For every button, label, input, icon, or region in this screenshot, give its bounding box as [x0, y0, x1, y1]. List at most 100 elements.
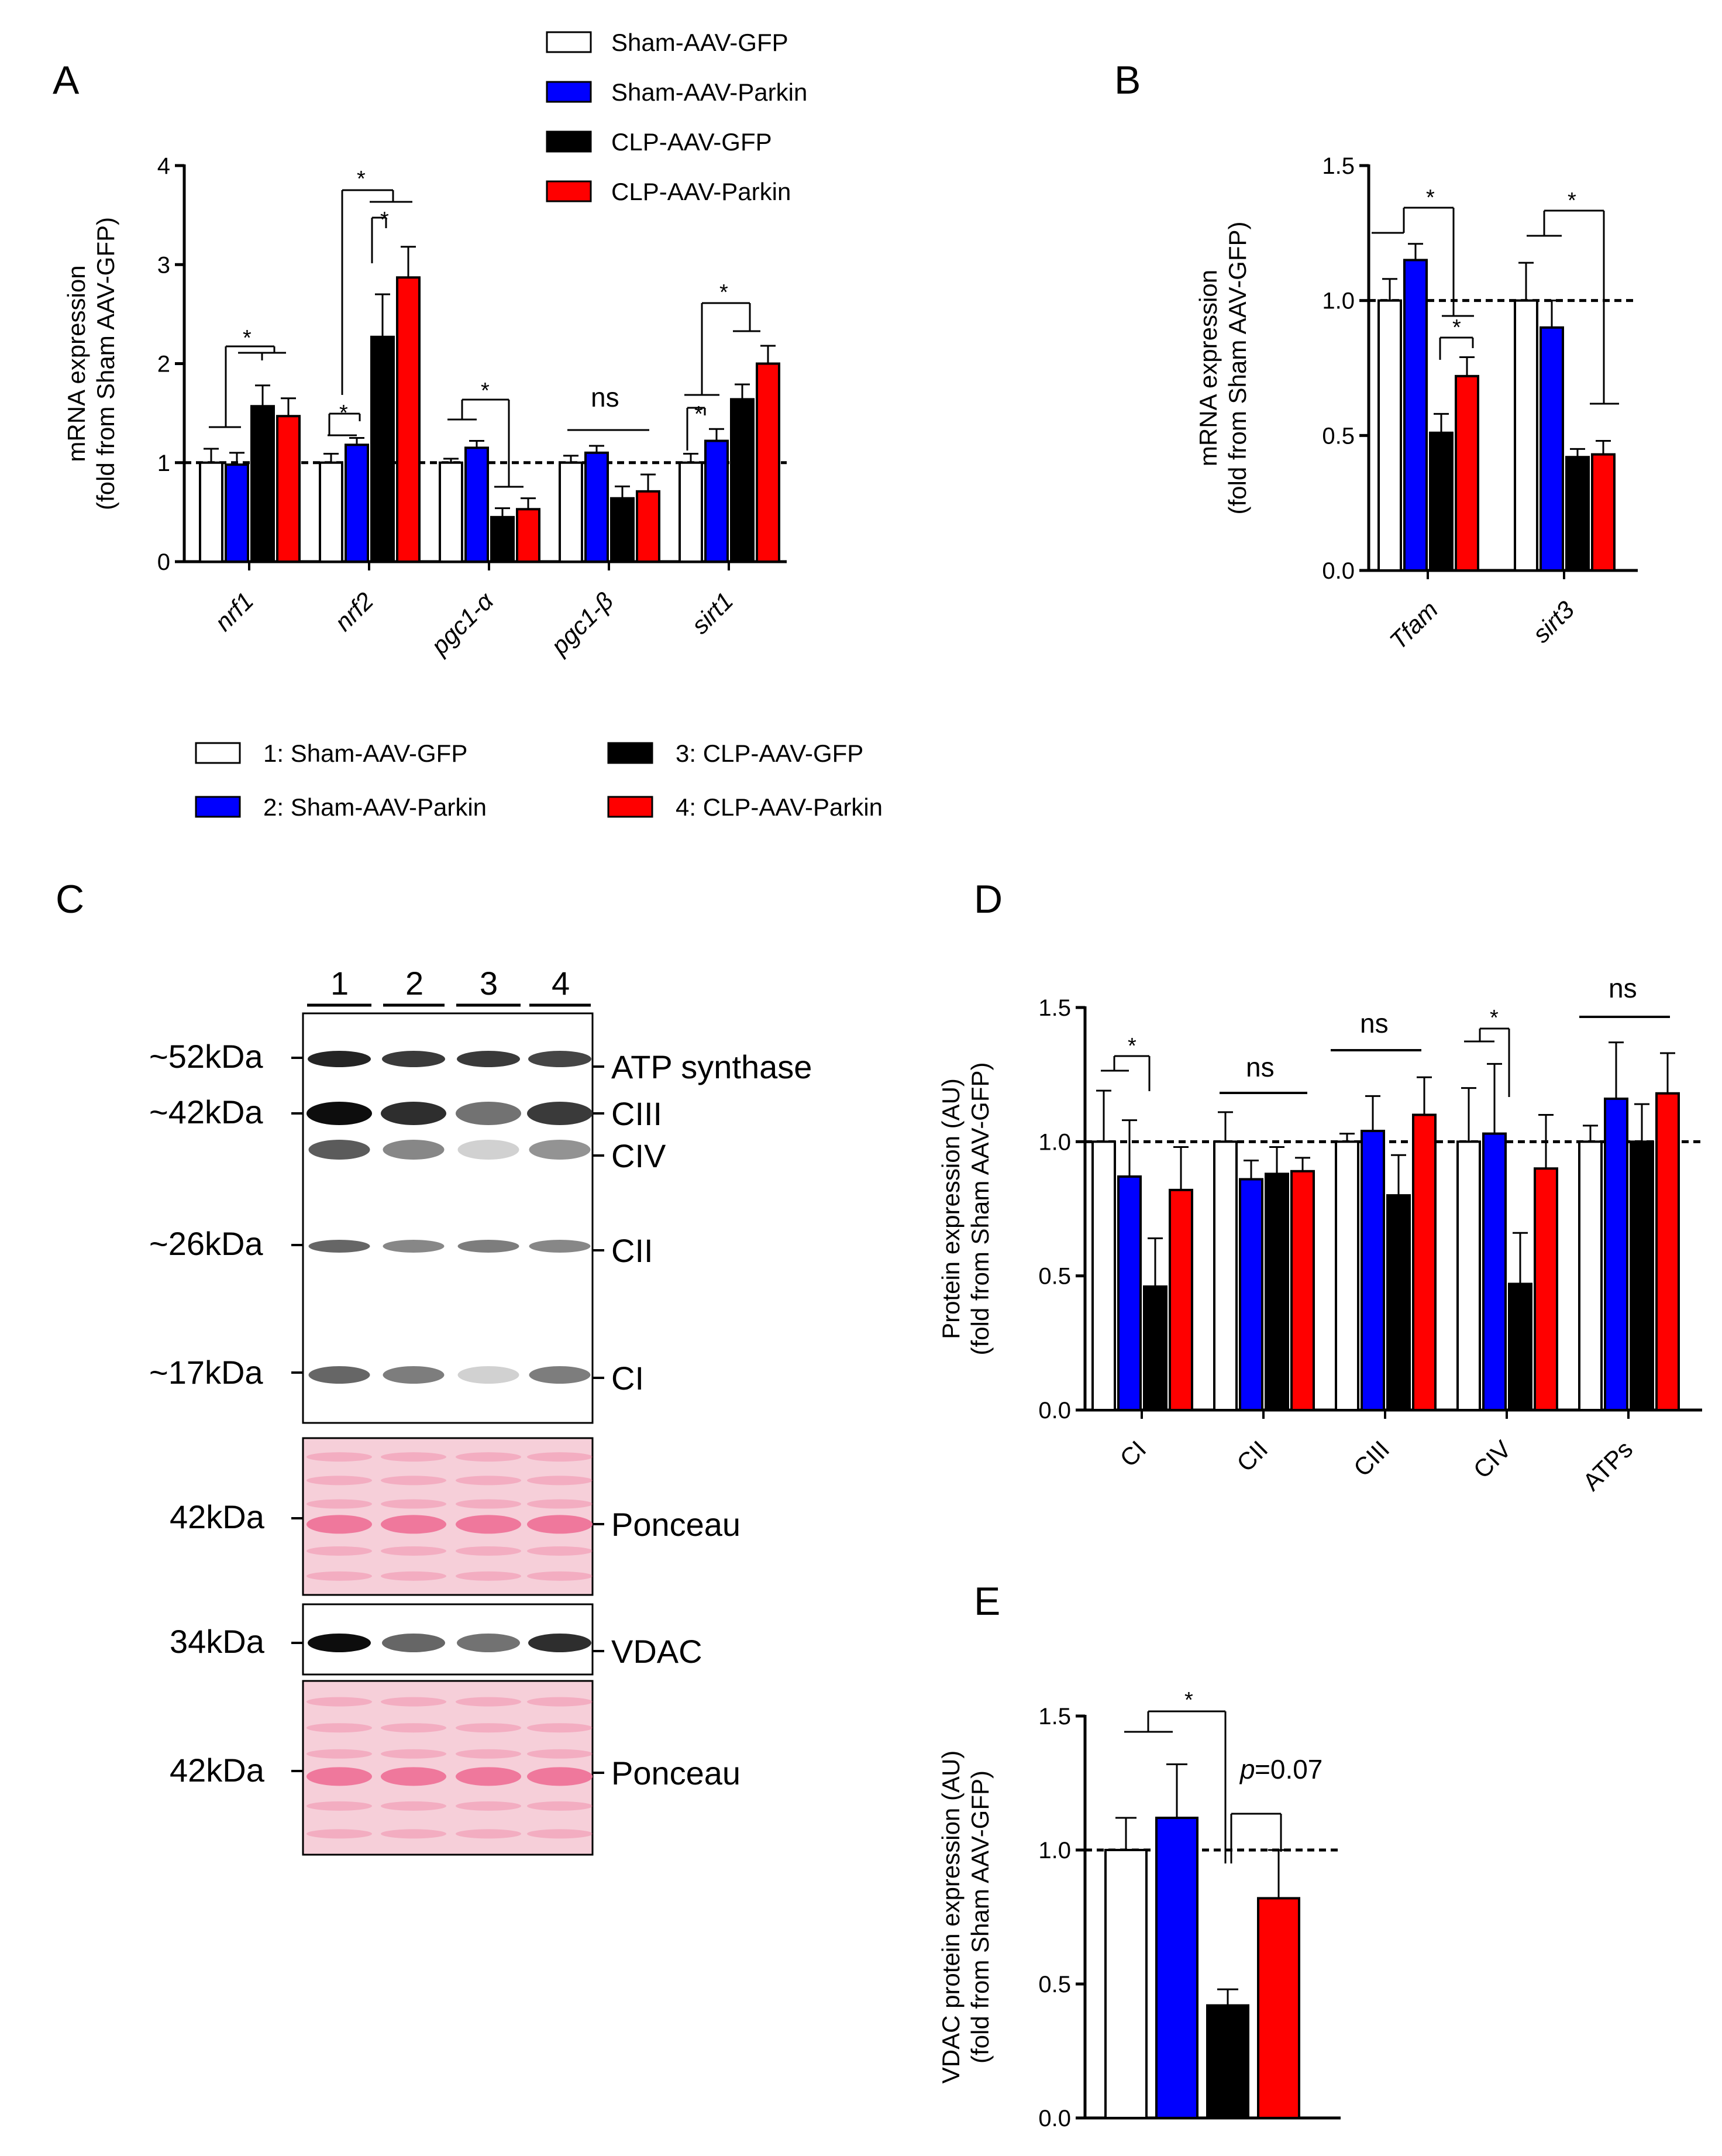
ponceau-band — [527, 1546, 593, 1556]
band-ciii-lane — [527, 1102, 593, 1125]
chart-a: 0 1 2 3 4 mRNA expression (fold from Sham AAV-… — [63, 153, 787, 661]
y-tick-label: 2 — [157, 352, 170, 377]
annotations-a — [209, 189, 760, 488]
mw-34: 34kDa — [170, 1623, 265, 1660]
category-label: CIV — [1468, 1435, 1517, 1484]
ponceau-1-bands — [306, 1452, 593, 1581]
sig-a-nrf2-2: * — [357, 167, 366, 191]
legend-top-label-4: CLP-AAV-Parkin — [611, 178, 791, 205]
sig-b-tfam-2: * — [1452, 315, 1461, 340]
y-tick-label: 1.5 — [1322, 153, 1355, 179]
ponceau-band — [306, 1571, 372, 1581]
band-vdac-lane — [457, 1634, 520, 1652]
bar-a-4-1 — [704, 439, 729, 563]
ponceau-band — [381, 1571, 446, 1581]
sig-d-ciii: ns — [1360, 1008, 1389, 1039]
ponceau-band — [381, 1546, 446, 1556]
bar-a-3-0 — [559, 461, 583, 563]
y-tick-label: 1.0 — [1038, 1838, 1071, 1863]
ponceau-band — [527, 1697, 593, 1707]
bar-d-1-0 — [1213, 1140, 1238, 1412]
sig-e-1: * — [1184, 1688, 1193, 1713]
bar-d-3-0 — [1456, 1140, 1481, 1412]
band-vdac: VDAC — [611, 1633, 702, 1670]
ponceau-band — [527, 1476, 593, 1486]
ponceau-band — [527, 1829, 593, 1839]
bar-d-1-2 — [1265, 1172, 1289, 1411]
y-axis-title: (fold from Sham AAV-GFP) — [92, 217, 119, 510]
band-ciii-lane — [306, 1102, 372, 1125]
sig-a-nrf2-3: * — [380, 208, 389, 232]
band-cii-lane — [308, 1240, 370, 1253]
ponceau-band — [527, 1801, 593, 1811]
bar-a-1-3 — [396, 276, 421, 563]
bar-clp-aav-parkin — [1257, 1897, 1300, 2119]
band-cii-lane — [383, 1240, 445, 1253]
bar-b-1-3 — [1591, 453, 1616, 572]
ponceau-band — [306, 1697, 372, 1707]
y-tick-label: 0.0 — [1038, 2106, 1071, 2131]
chart-b: 0.0 0.5 1.0 1.5 mRNA expression (fold from Sh… — [1194, 153, 1638, 655]
band-civ-lane — [529, 1140, 591, 1160]
bar-d-0-3 — [1169, 1188, 1193, 1411]
band-ci-lane — [308, 1366, 370, 1384]
blot-oxphos-frame — [302, 1012, 594, 1424]
y-tick-label: 0.0 — [1322, 558, 1355, 584]
lane-label-1: 1 — [330, 965, 349, 1002]
lane-label-3: 3 — [480, 965, 498, 1002]
ponceau-band — [527, 1499, 593, 1509]
band-civ: CIV — [611, 1137, 666, 1174]
bar-b-0-0 — [1377, 299, 1402, 572]
band-civ-lane — [308, 1140, 370, 1160]
y-axis-title: Protein expression (AU) — [937, 1078, 965, 1339]
bar-d-3-3 — [1534, 1167, 1558, 1411]
band-ponceau-2: Ponceau — [611, 1755, 741, 1791]
mw-42-ponceau: 42kDa — [170, 1498, 265, 1535]
sig-d-atps: ns — [1609, 973, 1637, 1003]
sig-d-civ: * — [1490, 1006, 1499, 1030]
ponceau-band — [527, 1571, 593, 1581]
bar-a-0-0 — [199, 461, 223, 563]
legend-mid-swatch-1 — [195, 742, 241, 764]
bar-d-2-2 — [1386, 1194, 1411, 1411]
band-ci: CI — [611, 1360, 644, 1397]
band-ci-lane — [457, 1366, 519, 1384]
ponceau-band — [527, 1452, 593, 1462]
band-atp-lane — [528, 1051, 591, 1067]
bar-d-3-1 — [1482, 1132, 1507, 1412]
band-ci-lane — [383, 1366, 445, 1384]
band-atp-lane — [382, 1051, 445, 1067]
band-ponceau-1: Ponceau — [611, 1506, 741, 1543]
ponceau-band — [456, 1452, 521, 1462]
bar-sham-aav-parkin — [1155, 1817, 1198, 2120]
ponceau-band — [381, 1499, 446, 1509]
bar-a-2-2 — [490, 515, 515, 563]
chart-d: 0.0 0.5 1.0 1.5 Protein expression (AU) (fold… — [937, 995, 1702, 1496]
y-tick-label: 1.5 — [1038, 995, 1071, 1021]
bar-clp-aav-gfp — [1206, 2004, 1249, 2119]
ponceau-band — [527, 1767, 593, 1786]
panel-label-b: B — [1114, 58, 1141, 102]
ponceau-band — [306, 1546, 372, 1556]
legend-top-swatch-2 — [546, 81, 592, 103]
bar-d-4-3 — [1655, 1092, 1680, 1411]
bar-a-3-1 — [584, 451, 609, 563]
y-tick-label: 1.5 — [1038, 1704, 1071, 1729]
ponceau-band — [456, 1546, 521, 1556]
ponceau-band — [306, 1499, 372, 1509]
legend-mid-label-3: 3: CLP-AAV-GFP — [676, 740, 863, 767]
sig-a-sirt1-1: * — [694, 402, 703, 427]
bar-d-0-2 — [1143, 1285, 1167, 1412]
band-atp-lane — [308, 1051, 371, 1067]
y-tick-label: 4 — [157, 153, 170, 179]
legend-top-label-2: Sham-AAV-Parkin — [611, 78, 807, 106]
ponceau-band — [456, 1749, 521, 1759]
bar-a-1-0 — [319, 461, 343, 563]
ponceau-band — [381, 1767, 446, 1786]
ponceau-band — [306, 1749, 372, 1759]
category-label: sirt1 — [686, 587, 738, 639]
bar-d-0-1 — [1117, 1175, 1142, 1411]
bar-a-2-1 — [464, 446, 489, 563]
category-label: CI — [1114, 1435, 1151, 1472]
bar-a-2-0 — [439, 461, 463, 563]
